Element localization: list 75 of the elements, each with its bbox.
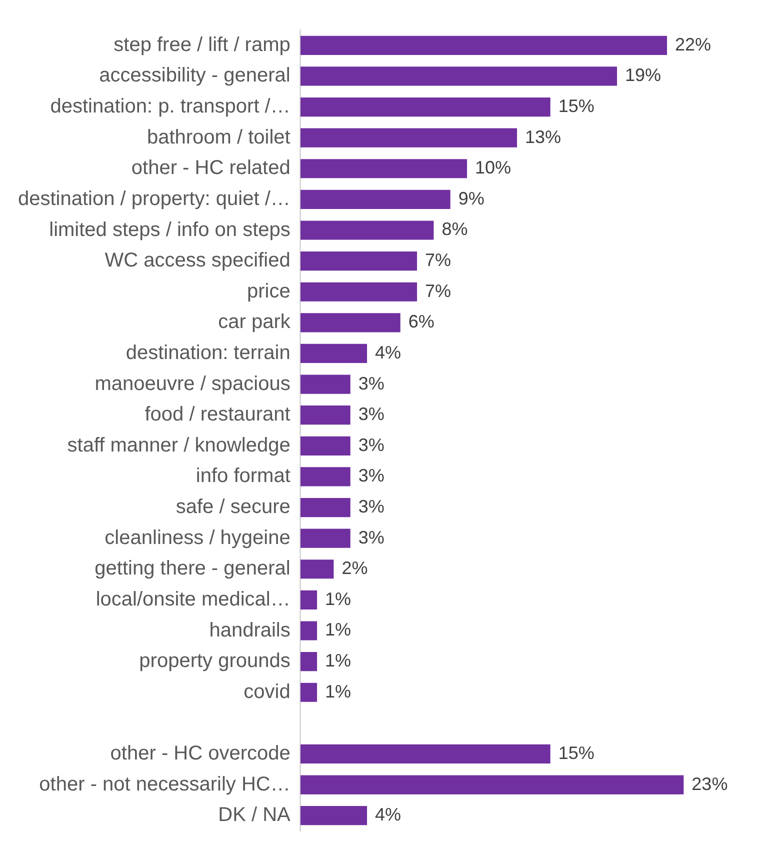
y-tick-label: car park [218, 311, 292, 334]
data-label: 1% [325, 588, 352, 609]
data-label: 3% [358, 466, 384, 486]
bar [300, 282, 418, 302]
bar [300, 344, 368, 364]
y-tick-label: other - HC overcode [110, 742, 290, 764]
bar [300, 806, 368, 826]
bar [300, 498, 350, 518]
data-label: 19% [625, 65, 662, 86]
y-tick-label: destination / property: quiet /… [18, 188, 290, 210]
y-tick-label: step free / lift / ramp [114, 34, 290, 56]
y-tick-label: covid [244, 680, 290, 703]
data-label: 3% [358, 434, 384, 455]
data-label: 1% [325, 681, 352, 702]
bar [300, 406, 350, 425]
bar [300, 159, 468, 178]
bar [300, 66, 618, 86]
bar [300, 97, 550, 117]
y-tick-label: WC access specified [104, 250, 290, 272]
data-label: 3% [358, 496, 384, 516]
bar [300, 590, 318, 610]
bar [300, 528, 350, 548]
bar [300, 220, 434, 240]
data-label: 4% [375, 342, 402, 362]
y-tick-label: other - HC related [131, 157, 290, 180]
data-label: 2% [342, 558, 368, 578]
bar [300, 128, 518, 148]
bar [300, 621, 318, 640]
data-label: 7% [425, 250, 452, 270]
y-tick-label: other - not necessarily HC… [39, 773, 290, 796]
data-label: 22% [675, 34, 712, 54]
data-label: 1% [325, 620, 352, 640]
bar [300, 682, 318, 702]
data-label: 7% [425, 280, 452, 301]
y-tick-label: accessibility - general [99, 64, 290, 87]
data-label: 3% [358, 404, 384, 424]
y-tick-label: food / restaurant [144, 404, 291, 426]
y-tick-label: property grounds [139, 650, 290, 672]
y-tick-label: DK / NA [218, 804, 292, 826]
y-tick-label: cleanliness / hygeine [104, 526, 290, 549]
y-tick-label: bathroom / toilet [146, 126, 291, 148]
y-tick-label: handrails [209, 619, 290, 642]
data-label: 23% [692, 774, 728, 794]
bar [300, 775, 684, 794]
bar [300, 436, 350, 456]
data-label: 4% [375, 804, 402, 825]
data-label: 15% [558, 742, 594, 763]
data-label: 9% [458, 188, 484, 208]
bar [300, 467, 350, 486]
bar [300, 652, 318, 672]
y-tick-label: manoeuvre / spacious [94, 372, 290, 395]
data-label: 6% [408, 312, 434, 332]
y-tick-label: limited steps / info on steps [49, 218, 290, 241]
bar [300, 36, 668, 55]
bar [300, 560, 334, 579]
y-tick-label: price [247, 280, 290, 302]
data-label: 15% [558, 96, 594, 116]
bar [300, 313, 400, 332]
y-tick-label: destination: terrain [126, 342, 290, 364]
bar [300, 374, 350, 394]
data-label: 1% [325, 650, 352, 671]
data-label: 10% [475, 158, 512, 178]
data-label: 8% [442, 219, 468, 240]
y-tick-label: local/onsite medical… [96, 588, 290, 610]
data-label: 3% [358, 373, 384, 394]
data-label: 13% [525, 126, 562, 147]
bar [300, 744, 550, 764]
y-tick-label: getting there - general [94, 558, 290, 580]
y-tick-label: info format [196, 465, 291, 488]
y-tick-label: safe / secure [176, 496, 290, 518]
y-tick-label: destination: p. transport /… [50, 96, 290, 118]
data-label: 3% [358, 527, 384, 548]
bar [300, 252, 418, 271]
y-tick-label: staff manner / knowledge [67, 434, 290, 456]
bar [300, 190, 450, 209]
